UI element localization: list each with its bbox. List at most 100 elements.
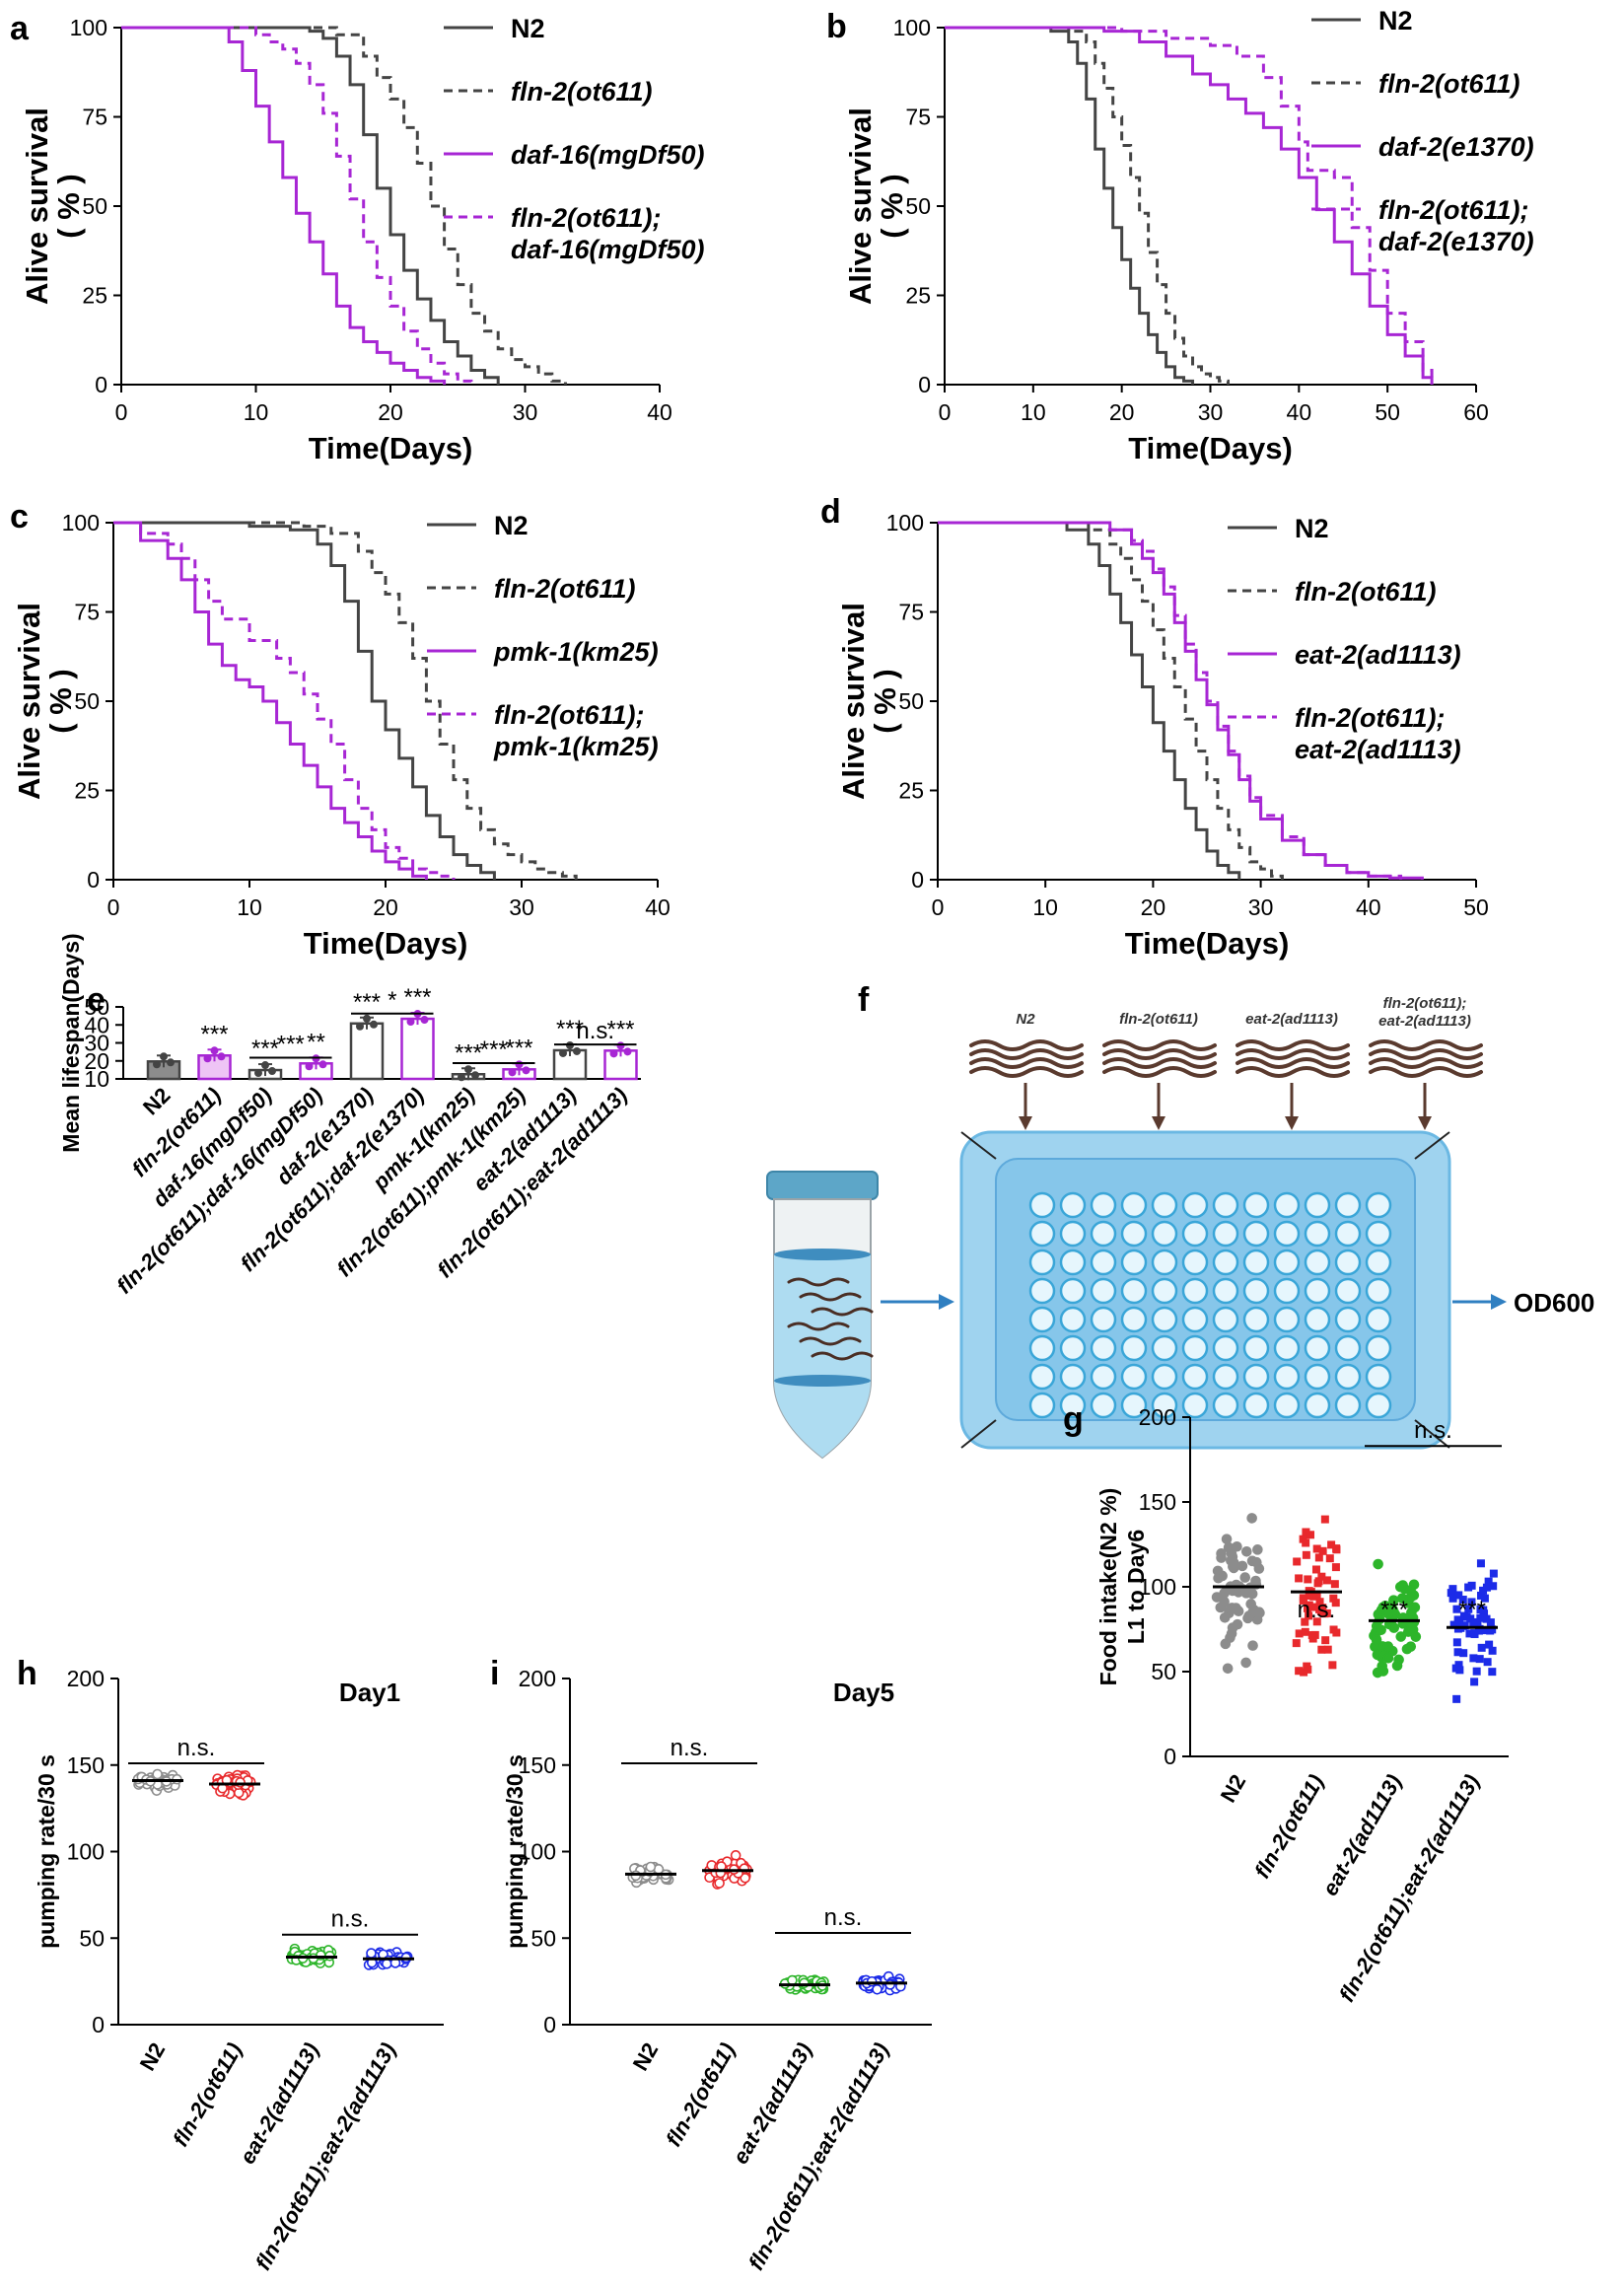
survival-curve-3	[938, 521, 1424, 880]
legend-label: N2	[1378, 6, 1413, 36]
replicate-dot	[406, 1018, 415, 1027]
replicate-dot	[254, 1069, 262, 1078]
legend-label: fln-2(ot611)	[1295, 577, 1437, 607]
replicate-dot	[167, 1058, 175, 1067]
legend-label: fln-2(ot611)	[511, 77, 653, 107]
data-point	[1216, 1552, 1227, 1563]
data-point	[1454, 1591, 1463, 1600]
well	[1181, 1334, 1209, 1362]
data-point	[1482, 1614, 1491, 1623]
y-tick-label: 75	[905, 105, 931, 130]
survival-curve-2	[121, 26, 567, 385]
data-point	[1371, 1634, 1382, 1646]
data-point	[1312, 1590, 1321, 1599]
well	[1181, 1392, 1209, 1419]
data-point	[1472, 1667, 1481, 1676]
well	[1273, 1277, 1301, 1305]
data-point	[1462, 1612, 1471, 1621]
panel-label-a: a	[10, 10, 30, 47]
data-point	[1317, 1645, 1326, 1654]
replicate-dot	[356, 1022, 364, 1031]
survival-curve-1	[121, 26, 500, 385]
data-point	[1219, 1611, 1231, 1623]
well	[1090, 1277, 1117, 1305]
data-point	[1236, 1560, 1248, 1572]
y-axis-label-unit: ( % )	[43, 669, 78, 733]
well	[1304, 1334, 1331, 1362]
survival-curve-1	[945, 26, 1195, 385]
replicate-dot	[471, 1071, 479, 1080]
panel-label-c: c	[10, 498, 29, 536]
y-tick-label: 50	[898, 688, 924, 714]
y-axis-label: Alive survival	[843, 107, 878, 305]
data-point	[1308, 1634, 1317, 1643]
data-point	[1410, 1631, 1422, 1642]
well	[1028, 1334, 1056, 1362]
legend-label: fln-2(ot611);	[511, 203, 662, 233]
data-point	[1314, 1553, 1323, 1562]
data-point	[1447, 1589, 1455, 1598]
replicate-dot	[160, 1052, 168, 1061]
data-point	[152, 1768, 163, 1780]
worm-glyph	[1236, 1066, 1350, 1078]
y-tick-label: 100	[70, 15, 107, 40]
y-tick-label: 100	[62, 510, 100, 536]
category-label: fln-2(ot611)	[1249, 1770, 1328, 1883]
y-tick-label: 50	[1151, 1659, 1176, 1684]
well	[1212, 1392, 1239, 1419]
x-tick-label: 50	[1375, 399, 1400, 425]
data-point	[1240, 1588, 1252, 1599]
data-point	[1240, 1657, 1251, 1669]
y-tick-label: 20	[84, 1048, 109, 1074]
y-tick-label: 150	[1139, 1489, 1176, 1515]
y-tick-label: 50	[82, 193, 107, 219]
worm-strain-label: eat-2(ad1113)	[1378, 1013, 1471, 1030]
legend-label: fln-2(ot611);	[1378, 195, 1529, 225]
data-point	[1405, 1592, 1417, 1603]
well	[1242, 1249, 1270, 1276]
data-point	[1295, 1574, 1304, 1583]
replicate-dot	[522, 1066, 530, 1075]
well	[1120, 1363, 1148, 1391]
arrow-head	[1491, 1294, 1507, 1310]
data-point	[1388, 1622, 1400, 1633]
x-tick-label: 0	[107, 894, 120, 920]
replicate-dot	[559, 1048, 567, 1057]
well	[1242, 1220, 1270, 1248]
category-label: N2	[138, 1083, 176, 1120]
category-label: N2	[135, 2038, 171, 2075]
arrow-head	[1285, 1116, 1299, 1130]
data-point	[1464, 1605, 1473, 1613]
worm-glyph	[1102, 1048, 1217, 1060]
data-point	[1314, 1577, 1323, 1586]
legend-label: daf-16(mgDf50)	[511, 140, 705, 170]
data-point	[1395, 1631, 1407, 1642]
well	[1181, 1363, 1209, 1391]
well	[1028, 1392, 1056, 1419]
legend-label: N2	[1295, 514, 1329, 543]
x-axis-label: Time(Days)	[309, 431, 473, 465]
tube-worm	[787, 1322, 850, 1331]
well	[1242, 1363, 1270, 1391]
well	[1273, 1392, 1301, 1419]
x-tick-label: 40	[1287, 399, 1312, 425]
worm-strain-label: eat-2(ad1113)	[1245, 1011, 1338, 1028]
well	[1365, 1392, 1392, 1419]
significance-label: ***	[606, 1016, 634, 1042]
data-point	[1321, 1636, 1330, 1645]
well	[1151, 1306, 1178, 1333]
x-tick-label: 0	[939, 399, 952, 425]
well	[1151, 1334, 1178, 1362]
data-point	[1295, 1629, 1304, 1638]
y-axis-label: Food intake(N2 %)	[1095, 1488, 1121, 1686]
well	[1090, 1334, 1117, 1362]
panel-g: g 0 50 100 150 200 Food intake(N2 %) L1 to Day6…	[1063, 1400, 1509, 2006]
panel-label-h: h	[17, 1655, 37, 1692]
legend-label: fln-2(ot611)	[1378, 69, 1520, 99]
well	[1273, 1334, 1301, 1362]
data-point	[1332, 1628, 1341, 1637]
legend-label: pmk-1(km25)	[493, 637, 659, 667]
data-point	[1331, 1599, 1340, 1607]
well	[1090, 1363, 1117, 1391]
